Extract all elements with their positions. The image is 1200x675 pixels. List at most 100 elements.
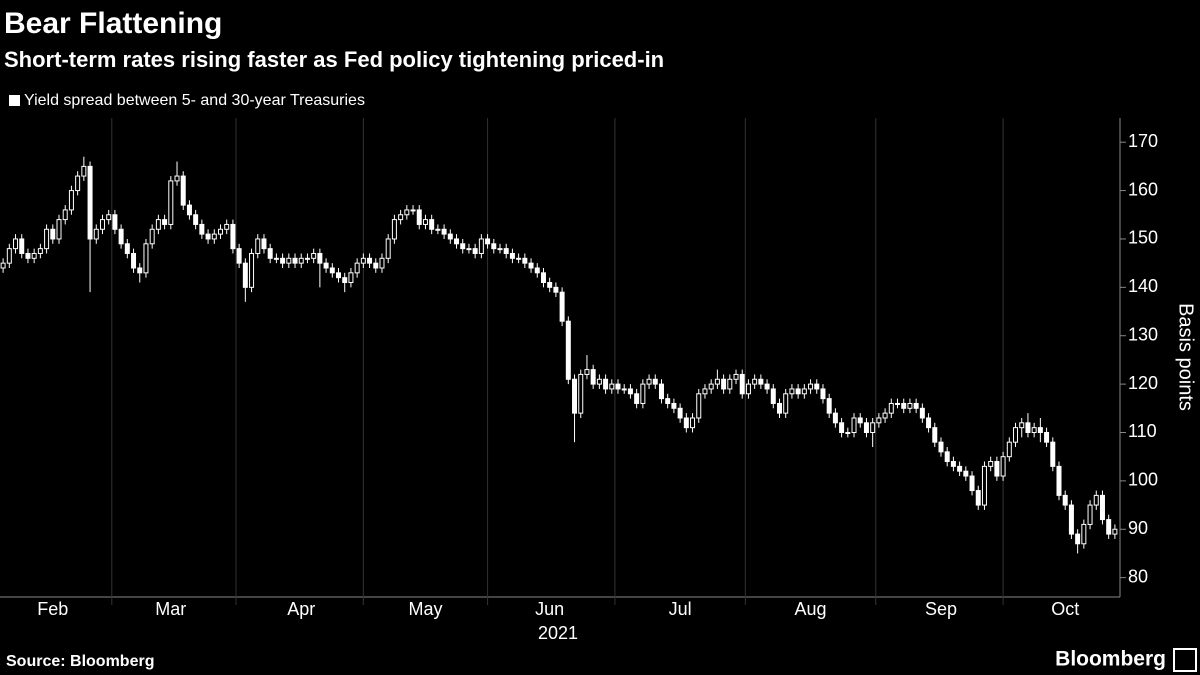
x-tick-label: Oct (1051, 599, 1079, 619)
x-tick-label: Mar (155, 599, 186, 619)
candle-body (696, 393, 702, 419)
candle-body (230, 223, 236, 250)
candle-body (460, 243, 466, 250)
candle-body (87, 165, 93, 240)
y-tick-label: 160 (1128, 179, 1158, 199)
candle-body (255, 238, 261, 254)
candle-body (926, 417, 932, 429)
candle-body (528, 262, 534, 269)
candle-body (826, 398, 832, 414)
candle-body (634, 393, 640, 404)
candle-body (342, 277, 348, 284)
candle-body (957, 465, 963, 472)
candle-body (658, 383, 664, 400)
source: Source: Bloomberg (6, 653, 154, 670)
candle-body (317, 252, 323, 264)
candle-body (1112, 528, 1118, 535)
candle-body (416, 209, 422, 225)
candle-body (1056, 465, 1062, 496)
candle-body (516, 257, 522, 260)
candle-body (714, 378, 720, 385)
candle-body (329, 267, 335, 274)
candle-body (988, 461, 994, 467)
candle-body (360, 257, 366, 264)
candle-body (901, 402, 907, 409)
candle-body (783, 393, 789, 414)
candle-body (1031, 427, 1037, 433)
candle-body (770, 388, 776, 404)
candle-body (994, 461, 1000, 477)
candle-body (447, 233, 453, 240)
candle-body (789, 388, 795, 395)
candle-body (435, 228, 441, 231)
candle-body (323, 262, 329, 269)
legend-label: Yield spread between 5- and 30-year Trea… (24, 92, 365, 109)
candle-body (286, 257, 292, 264)
candle-body (93, 228, 99, 240)
candle-body (155, 219, 161, 230)
candle-body (895, 402, 901, 405)
candle-body (491, 243, 497, 250)
candle-body (193, 214, 199, 225)
x-tick-label: Feb (37, 599, 68, 619)
candle-body (683, 417, 689, 429)
candle-body (391, 219, 397, 240)
y-tick-label: 120 (1128, 373, 1158, 393)
candle-body (596, 378, 602, 385)
candle-body (298, 257, 304, 264)
y-tick-label: 80 (1128, 566, 1148, 586)
candle-body (354, 262, 360, 274)
candle-body (652, 378, 658, 385)
candle-body (870, 422, 876, 433)
candle-body (56, 219, 62, 240)
candle-body (572, 378, 578, 414)
candle-body (876, 417, 882, 424)
candle-body (1000, 456, 1006, 477)
candle-body (81, 165, 87, 177)
candle-body (44, 228, 50, 250)
candle-body (174, 175, 180, 182)
chart-title: Bear Flattening (4, 7, 222, 40)
candle-body (553, 286, 559, 293)
candle-body (640, 383, 646, 404)
candle-body (143, 243, 149, 274)
candle-body (466, 248, 472, 251)
candle-body (106, 214, 112, 221)
candle-body (199, 223, 205, 235)
candle-body (609, 383, 615, 390)
candle-body (304, 257, 310, 260)
candle-body (478, 238, 484, 254)
candle-body (485, 238, 491, 245)
candle-body (19, 238, 25, 254)
candle-body (267, 248, 273, 259)
candle-body (882, 412, 888, 419)
y-tick-label: 110 (1128, 421, 1157, 441)
candle-body (603, 378, 609, 390)
candle-body (708, 383, 714, 390)
candle-body (410, 209, 416, 212)
candle-body (31, 252, 37, 259)
candle-body (981, 465, 987, 506)
candle-body (888, 402, 894, 414)
candle-body (1081, 523, 1087, 545)
candle-body (75, 175, 81, 192)
brand: Bloomberg (1055, 648, 1166, 671)
candle-body (379, 257, 385, 269)
candle-body (1044, 431, 1050, 443)
candle-body (969, 475, 975, 492)
candle-body (944, 451, 950, 463)
candle-body (367, 257, 373, 264)
candle-body (1019, 422, 1025, 429)
candle-body (1068, 504, 1074, 535)
candle-body (149, 228, 155, 245)
candle-body (137, 267, 143, 274)
candle-body (808, 383, 814, 390)
candle-body (932, 427, 938, 443)
candle-body (745, 383, 751, 395)
candle-body (578, 373, 584, 414)
y-tick-label: 130 (1128, 324, 1158, 344)
candle-body (1013, 427, 1019, 443)
candle-body (311, 252, 317, 259)
